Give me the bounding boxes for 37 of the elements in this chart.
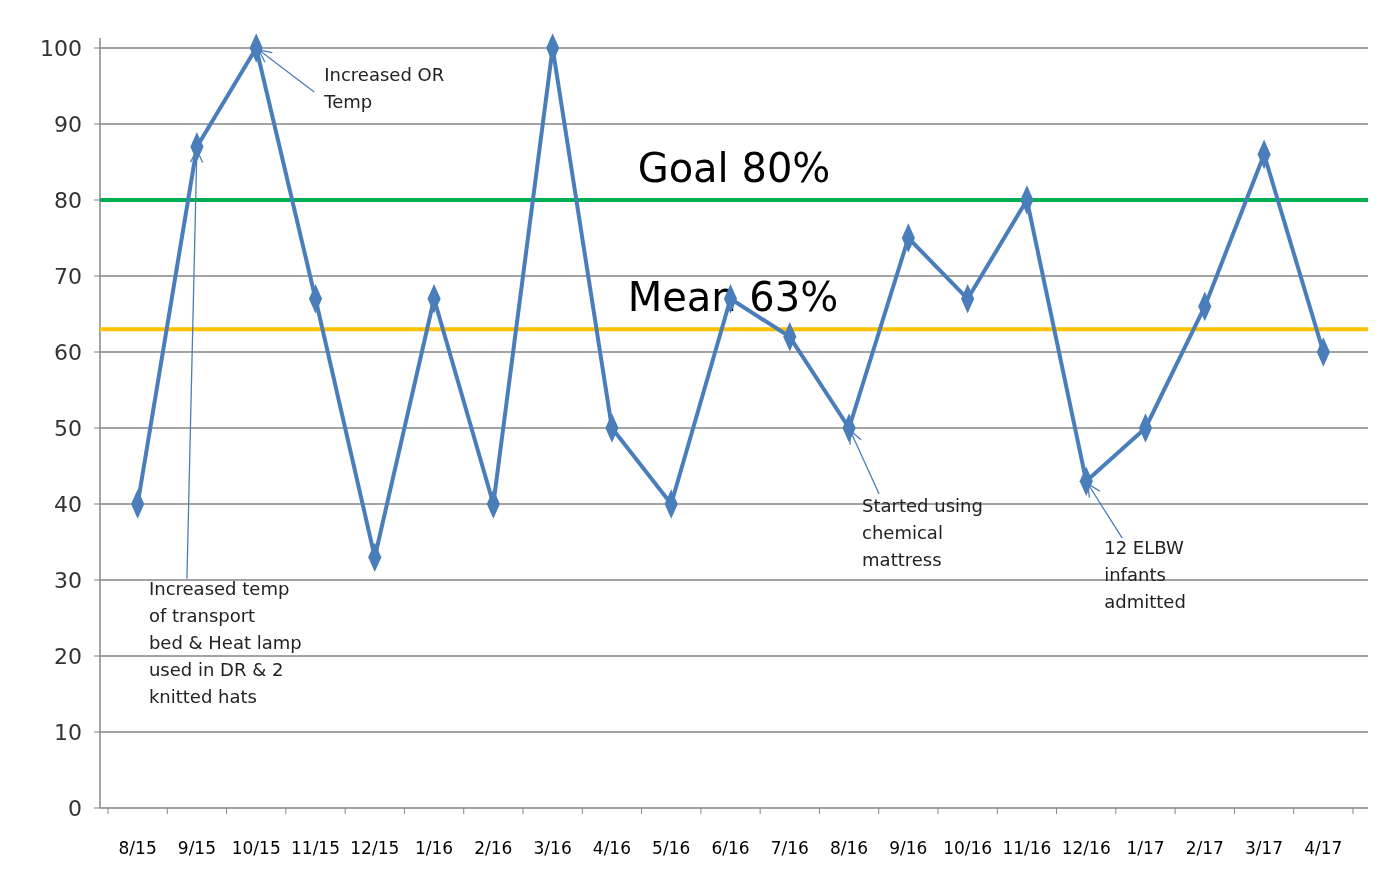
x-tick-label: 10/15 (231, 838, 281, 858)
x-tick-label: 9/16 (889, 838, 928, 858)
x-tick-label: 7/16 (770, 838, 809, 858)
x-tick-label: 8/15 (118, 838, 157, 858)
x-tick-label: 3/16 (533, 838, 572, 858)
x-tick-label: 1/16 (414, 838, 454, 858)
x-tick-label: 8/16 (829, 838, 869, 858)
x-tick-label: 2/17 (1185, 838, 1224, 858)
annotation: 12 ELBW infants admitted (1104, 537, 1186, 613)
x-tick-label: 12/16 (1061, 838, 1111, 858)
annotation: Increased temp of transport bed & Heat lamp used in DR & 2 knitted hats (148, 577, 302, 707)
x-tick-label: 4/17 (1304, 838, 1343, 858)
x-tick-label: 4/16 (592, 838, 632, 858)
x-tick-label: 10/16 (943, 838, 993, 858)
annotation: Started using chemical mattress (862, 495, 983, 570)
y-tick-label: 40 (54, 491, 82, 517)
x-tick-label: 2/16 (474, 838, 513, 858)
y-tick-label: 70 (54, 263, 82, 289)
y-tick-label: 20 (54, 643, 82, 669)
annotation: Increased OR Temp (323, 64, 445, 112)
x-tick-label: 12/15 (350, 838, 400, 858)
y-tick-label: 0 (68, 795, 82, 821)
x-tick-label: 11/16 (1002, 838, 1052, 858)
x-tick-label: 1/17 (1126, 838, 1165, 858)
y-tick-label: 10 (54, 719, 82, 745)
y-tick-label: 80 (54, 187, 82, 213)
y-tick-label: 30 (54, 567, 82, 593)
y-tick-label: 90 (54, 111, 82, 137)
x-tick-label: 11/15 (291, 838, 340, 858)
x-tick-label: 6/16 (711, 838, 750, 858)
x-tick-label: 9/15 (177, 838, 217, 858)
x-tick-label: 3/17 (1244, 838, 1284, 858)
y-tick-label: 100 (40, 35, 82, 61)
x-tick-label: 5/16 (652, 838, 691, 858)
ref-line-label: Goal 80% (637, 145, 831, 191)
y-tick-label: 60 (54, 339, 82, 365)
y-tick-label: 50 (54, 415, 82, 441)
